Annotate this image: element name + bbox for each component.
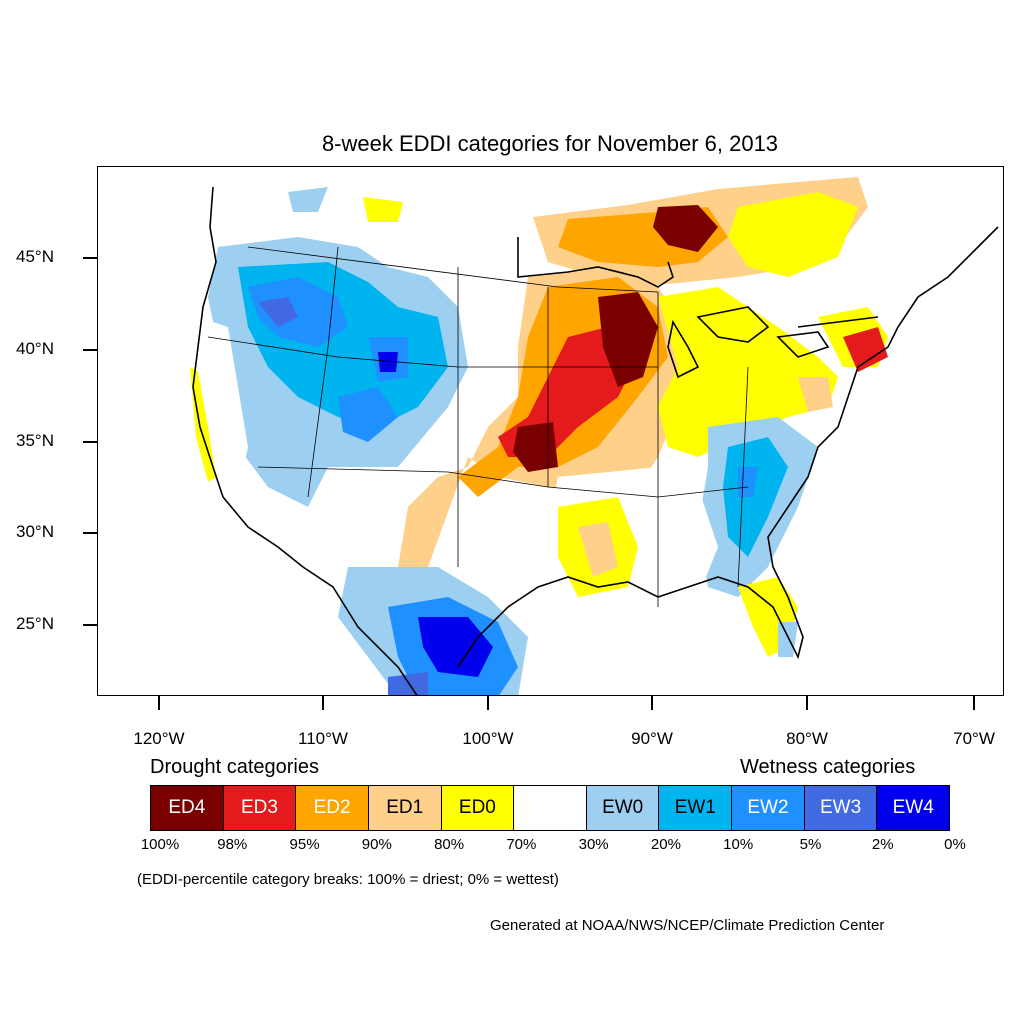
lat-label-25n: 25°N bbox=[16, 614, 54, 633]
lon-tick bbox=[806, 696, 808, 710]
category-legend-bar: ED4 ED3 ED2 ED1 ED0 EW0 EW1 EW2 EW3 EW4 bbox=[150, 785, 950, 831]
percent-break-label: 80% bbox=[434, 836, 465, 853]
legend-swatch-neutral bbox=[514, 786, 587, 830]
percent-break-label: 100% bbox=[140, 836, 180, 853]
map-title: 8-week EDDI categories for November 6, 2… bbox=[321, 131, 779, 156]
lat-tick bbox=[83, 532, 97, 534]
percent-break-label: 98% bbox=[217, 836, 248, 853]
legend-swatch-ed3: ED3 bbox=[223, 786, 297, 830]
lat-tick bbox=[83, 624, 97, 626]
lat-label-45n: 45°N bbox=[16, 247, 54, 266]
map-panel bbox=[97, 166, 1004, 696]
lat-label-40n: 40°N bbox=[16, 339, 54, 358]
lat-label-30n: 30°N bbox=[16, 522, 54, 541]
wetness-categories-heading: Wetness categories bbox=[740, 756, 916, 778]
percent-break-label: 0% bbox=[944, 836, 966, 853]
percent-break-label: 10% bbox=[723, 836, 754, 853]
lon-tick bbox=[651, 696, 653, 710]
percent-break-label: 95% bbox=[289, 836, 320, 853]
lon-tick bbox=[322, 696, 324, 710]
percent-break-label: 5% bbox=[799, 836, 822, 853]
eddi-map-graphic bbox=[190, 177, 999, 695]
legend-swatch-ew3: EW3 bbox=[804, 786, 878, 830]
percent-break-label: 90% bbox=[361, 836, 392, 853]
legend-swatch-ew1: EW1 bbox=[659, 786, 733, 830]
lon-label-120w: 120°W bbox=[133, 729, 185, 748]
percent-break-label: 2% bbox=[871, 836, 894, 853]
percent-break-label: 30% bbox=[578, 836, 609, 853]
lon-tick bbox=[973, 696, 975, 710]
percent-break-label: 20% bbox=[650, 836, 681, 853]
lat-tick bbox=[83, 349, 97, 351]
lon-label-80w: 80°W bbox=[786, 729, 828, 748]
lon-tick bbox=[487, 696, 489, 710]
lon-label-70w: 70°W bbox=[953, 729, 995, 748]
lat-label-35n: 35°N bbox=[16, 431, 54, 450]
legend-swatch-ew2: EW2 bbox=[732, 786, 805, 830]
lat-tick bbox=[83, 441, 97, 443]
category-breaks-note: (EDDI-percentile category breaks: 100% =… bbox=[137, 871, 559, 888]
credit-text: Generated at NOAA/NWS/NCEP/Climate Predi… bbox=[490, 917, 885, 934]
legend-swatch-ew4: EW4 bbox=[877, 786, 950, 830]
legend-swatch-ed4: ED4 bbox=[151, 786, 224, 830]
legend-swatch-ed1: ED1 bbox=[368, 786, 442, 830]
lon-label-110w: 110°W bbox=[298, 729, 348, 748]
lat-tick bbox=[83, 257, 97, 259]
drought-categories-heading: Drought categories bbox=[150, 756, 319, 778]
lon-tick bbox=[158, 696, 160, 710]
legend-swatch-ed0: ED0 bbox=[441, 786, 515, 830]
lon-label-90w: 90°W bbox=[631, 729, 673, 748]
legend-swatch-ed2: ED2 bbox=[296, 786, 369, 830]
legend-swatch-ew0: EW0 bbox=[586, 786, 660, 830]
percent-break-label: 70% bbox=[506, 836, 537, 853]
lon-label-100w: 100°W bbox=[462, 729, 514, 748]
